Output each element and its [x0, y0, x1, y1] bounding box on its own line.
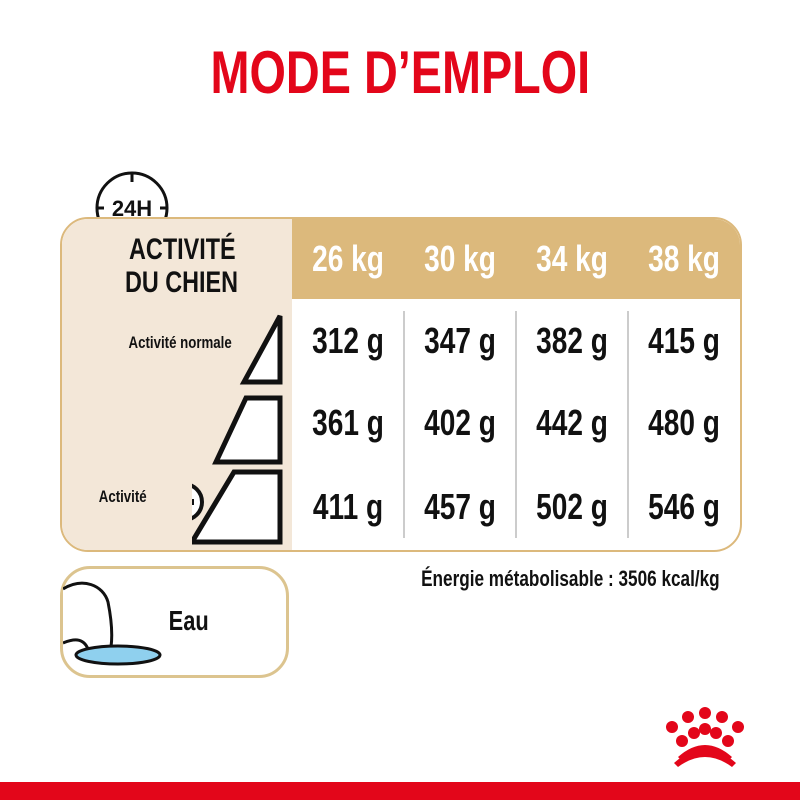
divider — [627, 311, 629, 538]
portion-cell: 502 g — [536, 486, 608, 527]
high-activity-icon — [192, 469, 283, 545]
feeding-table: ACTIVITÉ DU CHIEN Activité normale Activ… — [60, 217, 742, 552]
water-box: Eau — [60, 566, 289, 678]
weight-header-cell: 30 kg — [424, 238, 496, 279]
energy-note: Énergie métabolisable : 3506 kcal/kg — [420, 566, 720, 591]
royal-canin-logo — [666, 707, 744, 767]
weight-header-cell: 26 kg — [312, 238, 384, 279]
clock-label: 24H — [112, 196, 152, 221]
low-activity-icon — [239, 314, 283, 385]
portion-cell: 415 g — [648, 319, 720, 361]
portion-cell: 411 g — [312, 486, 384, 527]
divider — [403, 311, 405, 538]
row-label-active: Activité — [98, 487, 147, 506]
weight-header: 26 kg 30 kg 34 kg 38 kg — [292, 219, 740, 299]
portion-cell: 442 g — [536, 402, 608, 443]
activity-level-icons — [192, 314, 283, 545]
portion-cell: 361 g — [312, 402, 384, 443]
divider — [515, 311, 517, 538]
water-bowl-icon — [63, 581, 162, 666]
portion-cell: 457 g — [424, 486, 496, 527]
weight-header-cell: 38 kg — [648, 238, 720, 279]
row-label-normal: Activité normale — [128, 333, 232, 352]
portion-cell: 312 g — [312, 319, 384, 361]
activity-header: ACTIVITÉ DU CHIEN — [125, 233, 239, 299]
activity-column: ACTIVITÉ DU CHIEN Activité normale Activ… — [62, 219, 292, 550]
brand-bar — [0, 782, 800, 800]
portion-cell: 347 g — [424, 319, 496, 361]
plus-icon — [192, 499, 194, 505]
portion-cell: 480 g — [648, 402, 720, 443]
page-title: MODE D’EMPLOI — [210, 39, 590, 106]
water-label: Eau — [168, 605, 209, 636]
portion-cell: 382 g — [536, 319, 608, 361]
weight-header-cell: 34 kg — [536, 238, 608, 279]
portion-cell: 402 g — [424, 402, 496, 443]
portion-cell: 546 g — [648, 486, 720, 527]
medium-activity-icon — [212, 395, 283, 465]
